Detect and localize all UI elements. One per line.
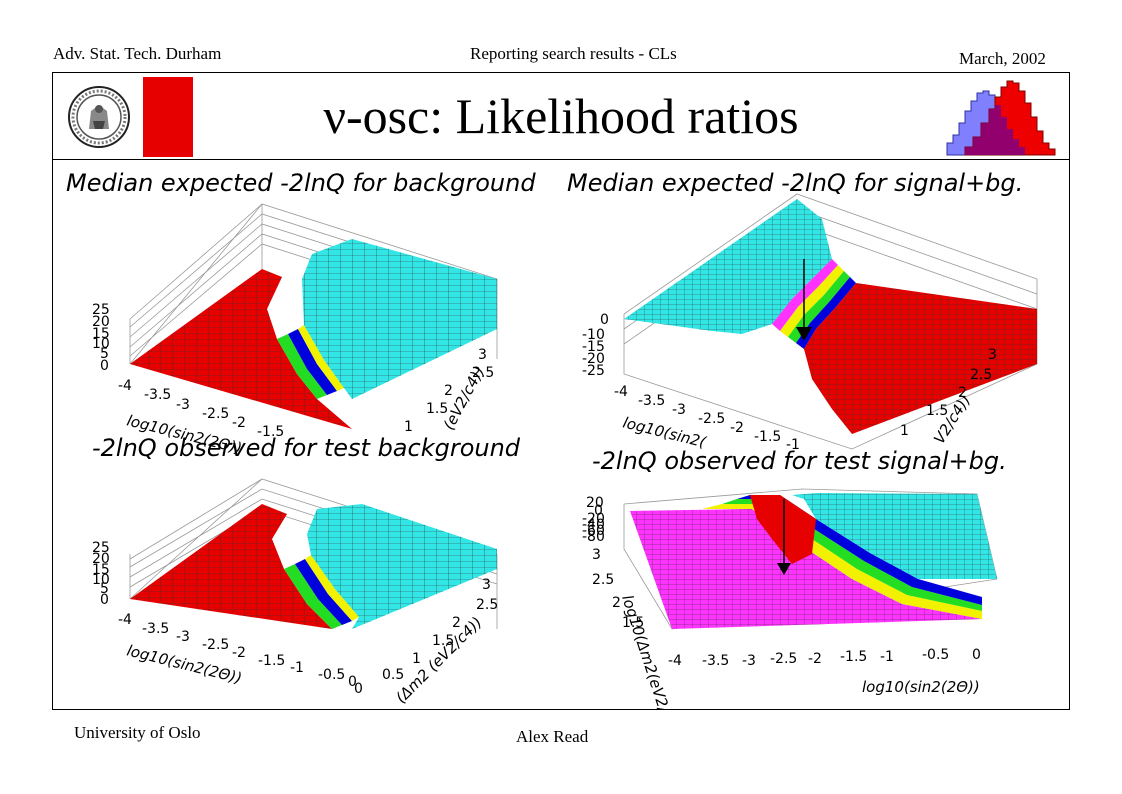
y-tick: 0	[354, 681, 363, 697]
y-tick: 2	[444, 383, 453, 399]
x-tick: -1	[786, 437, 800, 453]
z-tick: 10	[92, 572, 110, 588]
x-tick: -3.5	[702, 653, 729, 669]
z-tick: 15	[92, 562, 110, 578]
x-tick: -2	[808, 651, 822, 667]
x-tick: 0	[972, 647, 981, 663]
title-band: ν-osc: Likelihood ratios	[53, 73, 1069, 160]
x-tick: -1	[290, 660, 304, 676]
plot-title: -2lnQ observed for test background	[92, 434, 521, 462]
histogram-logo-icon	[946, 80, 1056, 156]
y-tick: 2.5	[476, 597, 498, 613]
header-center: Reporting search results - CLs	[470, 44, 677, 63]
y-tick: 3	[988, 347, 997, 363]
z-tick: 25	[92, 302, 110, 318]
x-tick: -3	[742, 653, 756, 669]
plot-top-left: Median expected -2lnQ for background 25 …	[66, 169, 536, 457]
x-tick: -4	[614, 384, 628, 400]
plot-title: Median expected -2lnQ for signal+bg.	[567, 169, 1023, 197]
z-tick: -40	[582, 517, 605, 533]
plots-panel: Median expected -2lnQ for background 25 …	[66, 169, 1038, 709]
x-tick: -3	[176, 397, 190, 413]
x-tick: -1	[880, 649, 894, 665]
x-tick: -2.5	[202, 637, 229, 653]
y-tick: 3	[478, 347, 487, 363]
x-tick: -4	[118, 378, 132, 394]
z-tick: -20	[582, 511, 605, 527]
plot-title: Median expected -2lnQ for background	[66, 169, 536, 197]
y-tick: 2	[452, 615, 461, 631]
z-tick: 0	[600, 312, 609, 328]
z-tick: -15	[582, 339, 605, 355]
plot-bottom-right: -2lnQ observed for test signal+bg. 20 0 …	[582, 447, 1007, 709]
z-tick: 15	[92, 326, 110, 342]
z-tick: -80	[582, 529, 605, 545]
x-tick: -2	[232, 645, 246, 661]
footer-left: University of Oslo	[74, 723, 201, 742]
y-tick: 2.5	[592, 572, 614, 588]
y-tick: 1.5	[622, 615, 644, 631]
x-tick: -3.5	[144, 387, 171, 403]
z-tick: -10	[582, 327, 605, 343]
y-tick: 3	[592, 547, 601, 563]
z-tick: 20	[92, 551, 110, 567]
x-tick: -2.5	[698, 411, 725, 427]
y-tick: 2.5	[970, 367, 992, 383]
x-tick: -4	[118, 612, 132, 628]
x-tick: -0.5	[922, 647, 949, 663]
red-bar-decoration	[143, 77, 193, 157]
university-seal-icon	[68, 86, 130, 148]
x-tick: -2.5	[202, 406, 229, 422]
x-tick: -2	[730, 420, 744, 436]
plot-title: -2lnQ observed for test signal+bg.	[592, 447, 1007, 475]
x-tick: -2	[232, 415, 246, 431]
z-tick: 20	[92, 314, 110, 330]
footer-center: Alex Read	[516, 727, 589, 746]
z-tick: 10	[92, 336, 110, 352]
x-tick: -4	[668, 653, 682, 669]
x-axis-label: log10(sin2(	[621, 413, 709, 451]
z-tick: -60	[582, 523, 605, 539]
slide-frame: ν-osc: Likelihood ratios	[52, 72, 1070, 710]
x-tick: -3	[672, 402, 686, 418]
z-tick: 25	[92, 540, 110, 556]
x-tick: -3.5	[142, 621, 169, 637]
x-tick: -1.5	[258, 653, 285, 669]
z-tick: 5	[100, 581, 109, 597]
z-tick: 5	[100, 346, 109, 362]
y-tick: 2	[958, 385, 967, 401]
y-tick: 2	[612, 595, 621, 611]
x-tick: -1.5	[257, 424, 284, 440]
y-tick: 1.5	[926, 403, 948, 419]
y-tick: 1	[900, 423, 909, 439]
y-axis-label: (Δm2 (eV2/c4))	[392, 613, 486, 707]
z-tick: 0	[100, 592, 109, 608]
z-tick: -25	[582, 363, 605, 379]
x-tick: -0.5	[318, 667, 345, 683]
y-tick: 1	[404, 419, 413, 435]
z-tick: 0	[100, 358, 109, 374]
plot-top-right: Median expected -2lnQ for signal+bg. 0 -…	[567, 169, 1038, 453]
z-tick: -20	[582, 351, 605, 367]
slide-title: ν-osc: Likelihood ratios	[323, 88, 799, 144]
header-left: Adv. Stat. Tech. Durham	[53, 44, 222, 63]
x-tick: 0	[348, 674, 357, 690]
y-tick: 2.5	[472, 365, 494, 381]
y-tick: 3	[482, 577, 491, 593]
plot-bottom-left: -2lnQ observed for test background 25 20…	[92, 434, 521, 707]
x-tick: -1.5	[840, 649, 867, 665]
x-tick: -3	[176, 629, 190, 645]
y-tick: 1.5	[432, 633, 454, 649]
z-tick: 0	[594, 503, 603, 519]
header-right: March, 2002	[959, 49, 1046, 68]
z-tick: 20	[586, 495, 604, 511]
y-tick: 1.5	[426, 401, 448, 417]
x-tick: -2.5	[770, 651, 797, 667]
y-tick: 0.5	[382, 667, 404, 683]
x-axis-label: log10(sin2(2Θ))	[862, 678, 980, 696]
x-tick: -1.5	[754, 429, 781, 445]
y-tick: 1	[412, 651, 421, 667]
x-tick: -3.5	[638, 393, 665, 409]
